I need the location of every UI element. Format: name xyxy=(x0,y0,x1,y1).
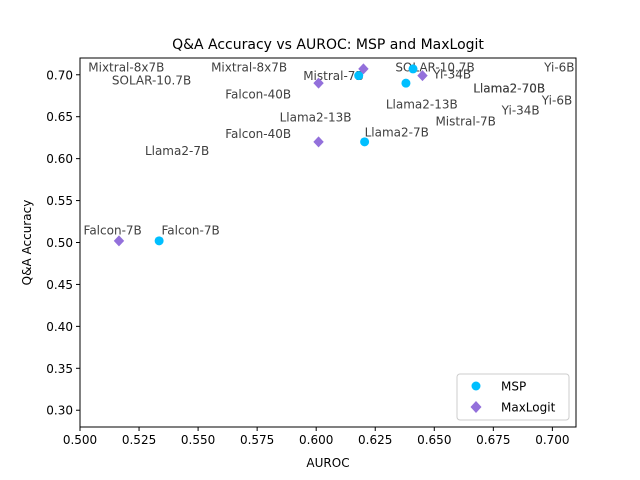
point-maxlogit-mistral-7b xyxy=(313,77,324,89)
annotation-label-falcon-40b: Falcon-40B xyxy=(225,127,291,141)
annotation-label-llama2-70b: Llama2-70B xyxy=(473,81,545,95)
x-tick-label: 0.625 xyxy=(358,433,392,447)
y-axis-label: Q&A Accuracy xyxy=(20,200,34,286)
annotation-label-yi-6b: Yi-6B xyxy=(541,94,572,108)
y-tick-label: 0.45 xyxy=(46,278,73,292)
annotation-label-llama2-7b: Llama2-7B xyxy=(145,144,209,158)
y-tick-label: 0.35 xyxy=(46,362,73,376)
legend-marker-msp xyxy=(471,381,481,391)
point-msp-yi-34b xyxy=(401,78,411,88)
legend-label-msp: MSP xyxy=(501,380,526,394)
annotation-label-mistral-7b: Mistral-7B xyxy=(435,115,495,129)
point-maxlogit-mixtral-8x7b xyxy=(358,63,369,75)
annotation-label-llama2-13b: Llama2-13B xyxy=(386,98,458,112)
legend-box xyxy=(456,373,570,421)
point-msp-llama2-7b xyxy=(360,137,370,147)
point-msp-falcon-7b xyxy=(154,236,164,246)
annotation-label-yi-34b: Yi-34B xyxy=(501,104,540,118)
legend-marker-maxlogit xyxy=(470,401,482,413)
points-layer xyxy=(113,63,428,247)
x-axis-label: AUROC xyxy=(306,456,349,470)
point-maxlogit-yi-34b xyxy=(417,70,428,82)
y-axis: 0.30 0.35 0.40 0.45 0.50 0.55 0.60 0.65 0.70 xyxy=(46,68,80,418)
annotation-label-llama2-7b: Llama2-7B xyxy=(365,125,429,139)
y-tick-label: 0.50 xyxy=(46,236,73,250)
point-maxlogit-falcon-7b xyxy=(113,235,125,247)
annotation-label-solar-10-7b: SOLAR-10.7B xyxy=(112,73,191,87)
point-maxlogit-falcon-40b xyxy=(313,136,324,148)
annotation-label-falcon-7b: Falcon-7B xyxy=(84,224,142,238)
y-tick-label: 0.55 xyxy=(46,194,73,208)
y-tick-label: 0.40 xyxy=(46,320,73,334)
x-axis: 0.500 0.525 0.550 0.575 0.600 0.625 0.650 0.675… xyxy=(63,427,570,447)
annotation-label-falcon-7b: Falcon-7B xyxy=(161,224,219,238)
x-tick-label: 0.700 xyxy=(535,433,569,447)
x-tick-label: 0.600 xyxy=(299,433,333,447)
annotation-label-mixtral-8x7b: Mixtral-8x7B xyxy=(88,60,164,74)
annotation-label-mixtral-8x7b: Mixtral-8x7B xyxy=(211,60,287,74)
y-tick-label: 0.65 xyxy=(46,110,73,124)
x-tick-label: 0.650 xyxy=(417,433,451,447)
x-tick-label: 0.525 xyxy=(122,433,156,447)
legend-label-maxlogit: MaxLogit xyxy=(501,401,556,415)
legend: MSP MaxLogit xyxy=(456,373,570,421)
x-tick-label: 0.675 xyxy=(476,433,510,447)
point-msp-solar-10-7b xyxy=(408,64,418,74)
x-tick-label: 0.550 xyxy=(181,433,215,447)
x-tick-label: 0.575 xyxy=(240,433,274,447)
annotation-label-yi-34b: Yi-34B xyxy=(432,68,471,82)
point-msp-mistral-7b xyxy=(354,71,364,81)
y-tick-label: 0.70 xyxy=(46,68,73,82)
y-tick-label: 0.30 xyxy=(46,404,73,418)
annotation-label-llama2-70b: Llama2-70B xyxy=(473,81,545,95)
chart-title: Q&A Accuracy vs AUROC: MSP and MaxLogit xyxy=(172,37,484,53)
annotation-label-llama2-13b: Llama2-13B xyxy=(280,110,352,124)
y-tick-label: 0.60 xyxy=(46,152,73,166)
x-tick-label: 0.500 xyxy=(63,433,97,447)
annotation-label-falcon-40b: Falcon-40B xyxy=(225,88,291,102)
annotation-label-yi-6b: Yi-6B xyxy=(543,60,574,74)
